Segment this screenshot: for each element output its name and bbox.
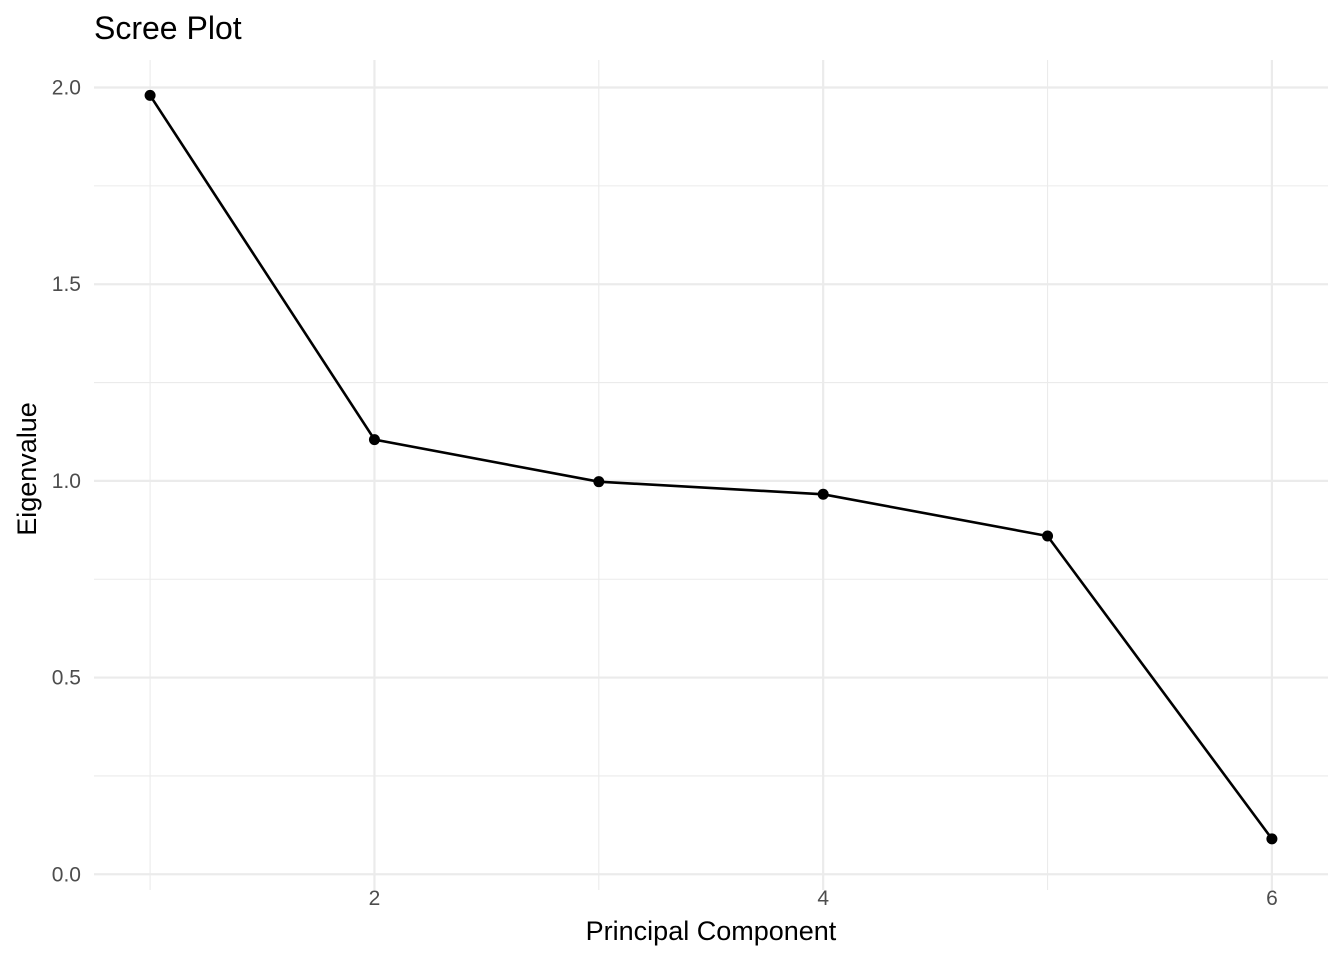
data-point: [817, 488, 829, 500]
series-line: [149, 94, 1273, 840]
data-point: [593, 476, 605, 488]
y-tick-label: 0.0: [52, 863, 81, 886]
data-points: [144, 89, 1278, 845]
x-tick-label: 4: [817, 887, 829, 910]
x-axis-title: Principal Component: [586, 916, 837, 946]
chart-title: Scree Plot: [94, 10, 242, 46]
grid: [94, 60, 1328, 890]
y-tick-label: 1.0: [52, 470, 81, 493]
data-point: [1266, 833, 1278, 845]
series-line-group: [149, 94, 1273, 840]
y-tick-label: 1.5: [52, 273, 81, 296]
data-point: [1042, 530, 1054, 542]
data-point: [368, 434, 380, 446]
x-tick-label: 2: [369, 887, 381, 910]
y-tick-label: 0.5: [52, 667, 81, 690]
y-axis-ticks: 0.0 0.5 1.0 1.5 2.0: [52, 77, 81, 887]
y-axis-title: Eigenvalue: [12, 402, 42, 536]
y-tick-label: 2.0: [52, 77, 81, 100]
data-point: [144, 89, 156, 101]
x-axis-ticks: 2 4 6: [369, 887, 1278, 910]
x-tick-label: 6: [1266, 887, 1278, 910]
